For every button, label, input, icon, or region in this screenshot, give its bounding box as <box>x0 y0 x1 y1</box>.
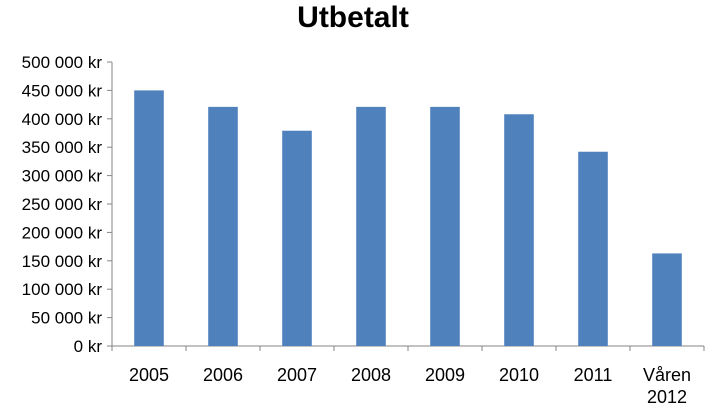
x-tick-label: 2010 <box>499 365 539 385</box>
y-tick-label: 50 000 kr <box>31 309 102 328</box>
y-tick-label: 300 000 kr <box>22 167 103 186</box>
bar <box>578 151 608 346</box>
y-tick-label: 250 000 kr <box>22 195 103 214</box>
x-tick-label: Våren 2012 <box>643 365 691 405</box>
chart-title: Utbetalt <box>297 1 409 34</box>
bar <box>356 106 386 346</box>
y-tick-label: 0 kr <box>74 337 103 356</box>
bar <box>504 114 534 346</box>
x-tick-label: 2008 <box>351 365 391 385</box>
y-tick-label: 350 000 kr <box>22 138 103 157</box>
y-tick-label: 500 000 kr <box>22 53 103 72</box>
y-tick-label: 450 000 kr <box>22 81 103 100</box>
bar <box>134 90 164 347</box>
bar <box>282 130 312 346</box>
bar <box>208 106 238 346</box>
x-tick-label: 2011 <box>574 365 613 385</box>
y-tick-label: 200 000 kr <box>22 223 103 242</box>
x-tick-label: 2006 <box>203 365 243 385</box>
y-tick-label: 100 000 kr <box>22 280 103 299</box>
x-tick-label: 2007 <box>277 365 317 385</box>
bar <box>430 106 460 346</box>
bar <box>652 253 682 346</box>
y-tick-label: 150 000 kr <box>22 252 103 271</box>
x-tick-label: 2005 <box>129 365 169 385</box>
x-tick-label: 2009 <box>425 365 465 385</box>
y-tick-label: 400 000 kr <box>22 110 103 129</box>
